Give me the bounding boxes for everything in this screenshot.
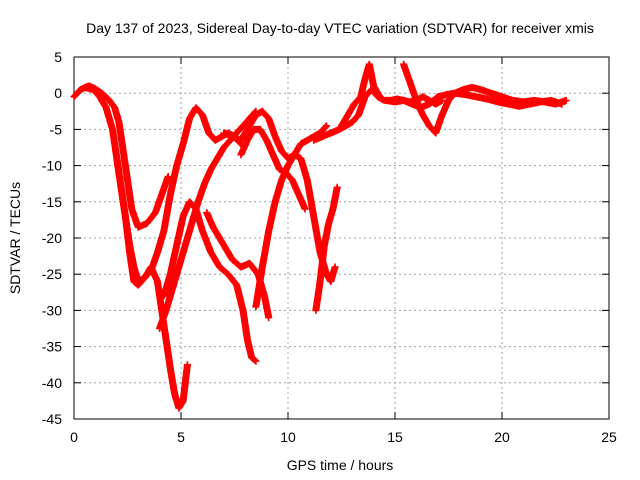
data-point-markers — [220, 107, 330, 162]
x-tick-label: 10 — [280, 429, 296, 445]
y-tick-label: -35 — [42, 339, 62, 355]
y-tick-labels: 5 0 -5 -10 -15 -20 -25 -30 -35 -40 -45 — [42, 49, 62, 427]
x-tick-label: 5 — [177, 429, 185, 445]
y-tick-label: 5 — [54, 49, 62, 65]
y-tick-label: -25 — [42, 266, 62, 282]
x-tick-label: 20 — [494, 429, 510, 445]
data-point-markers — [312, 183, 341, 314]
y-tick-label: -5 — [50, 121, 63, 137]
grid-lines — [74, 57, 609, 419]
data-point-markers — [156, 107, 260, 332]
data-point-markers — [382, 89, 566, 112]
series-4 — [160, 198, 260, 365]
y-tick-label: -40 — [42, 375, 62, 391]
y-tick-label: -20 — [42, 230, 62, 246]
series-9 — [312, 183, 341, 314]
x-tick-labels: 0 5 10 15 20 25 — [70, 429, 617, 445]
data-point-markers — [338, 60, 384, 130]
y-tick-label: -30 — [42, 302, 62, 318]
y-tick-label: 0 — [54, 85, 62, 101]
x-tick-label: 0 — [70, 429, 78, 445]
y-tick-label: -15 — [42, 194, 62, 210]
series-6 — [220, 107, 330, 162]
series-13 — [382, 89, 566, 112]
y-tick-label: -10 — [42, 158, 62, 174]
chart-title: Day 137 of 2023, Sidereal Day-to-day VTE… — [86, 20, 594, 36]
series-3 — [156, 107, 260, 332]
data-point-markers — [113, 104, 245, 285]
y-tick-label: -45 — [42, 411, 62, 427]
data-points — [70, 60, 570, 412]
x-tick-label: 25 — [601, 429, 617, 445]
data-point-markers — [160, 198, 260, 365]
x-tick-label: 15 — [387, 429, 403, 445]
series-11 — [338, 60, 384, 130]
y-axis-label: SDTVAR / TECUs — [7, 182, 23, 294]
series-2 — [113, 104, 245, 285]
x-axis-label: GPS time / hours — [287, 457, 394, 473]
